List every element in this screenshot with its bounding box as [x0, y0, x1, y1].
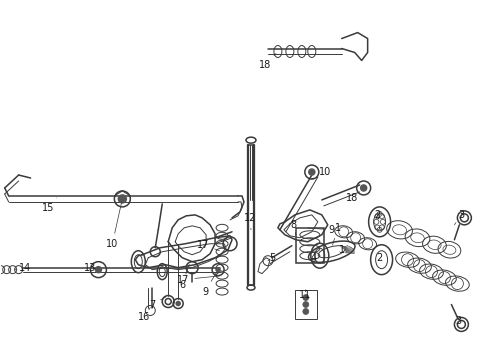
Text: 1: 1 [339, 245, 345, 255]
Text: 11: 11 [299, 289, 311, 300]
Circle shape [303, 309, 309, 315]
Text: 10: 10 [312, 167, 331, 179]
Text: 18: 18 [259, 54, 276, 71]
Text: 15: 15 [42, 198, 56, 213]
Text: 17: 17 [197, 240, 220, 251]
Text: 9: 9 [308, 225, 335, 235]
Text: 12: 12 [244, 213, 256, 230]
Circle shape [96, 267, 101, 273]
Text: 2: 2 [374, 210, 381, 220]
Circle shape [216, 268, 220, 272]
Text: 7: 7 [149, 297, 166, 310]
Text: 1: 1 [333, 223, 341, 245]
Text: 3: 3 [455, 316, 462, 327]
Bar [295, 289, 317, 319]
Text: 18: 18 [345, 193, 358, 203]
Text: 13: 13 [84, 263, 97, 273]
Circle shape [119, 195, 126, 203]
Text: 2: 2 [376, 253, 383, 263]
Bar [296, 228, 324, 263]
Circle shape [303, 294, 309, 301]
Text: 8: 8 [291, 220, 297, 235]
Text: 4: 4 [311, 253, 320, 263]
Text: 6: 6 [179, 264, 189, 289]
Text: 14: 14 [15, 263, 31, 273]
Text: 3: 3 [454, 210, 465, 225]
Text: 10: 10 [106, 202, 122, 249]
Circle shape [361, 185, 367, 191]
Text: 9: 9 [202, 272, 217, 297]
Circle shape [176, 302, 180, 306]
Text: 16: 16 [138, 307, 150, 323]
Text: 5: 5 [268, 253, 275, 263]
Text: 17: 17 [177, 275, 220, 285]
Circle shape [303, 302, 309, 307]
Circle shape [309, 169, 315, 175]
